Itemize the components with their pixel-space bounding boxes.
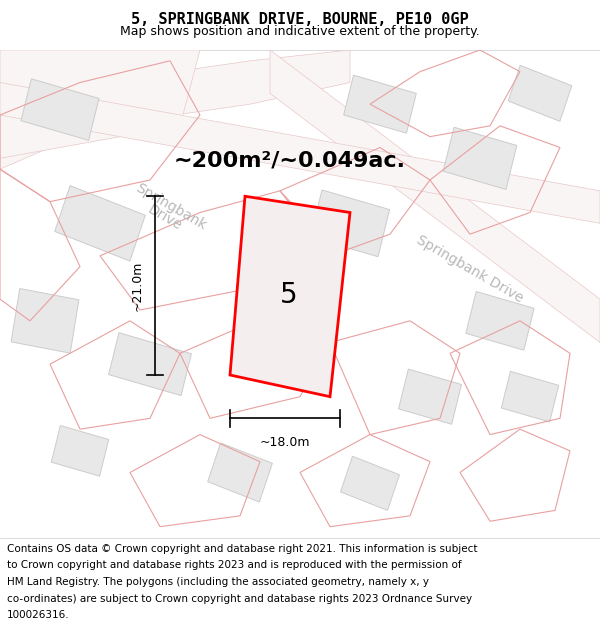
Text: Map shows position and indicative extent of the property.: Map shows position and indicative extent… (120, 24, 480, 38)
Polygon shape (443, 127, 517, 189)
Polygon shape (341, 456, 400, 511)
Text: ~18.0m: ~18.0m (260, 436, 310, 449)
Polygon shape (0, 82, 600, 223)
Text: co-ordinates) are subject to Crown copyright and database rights 2023 Ordnance S: co-ordinates) are subject to Crown copyr… (7, 594, 472, 604)
Text: ~200m²/~0.049ac.: ~200m²/~0.049ac. (174, 151, 406, 171)
Polygon shape (230, 196, 350, 397)
Polygon shape (398, 369, 461, 424)
Polygon shape (21, 79, 99, 141)
Text: Contains OS data © Crown copyright and database right 2021. This information is : Contains OS data © Crown copyright and d… (7, 544, 478, 554)
Text: 100026316.: 100026316. (7, 610, 70, 620)
Text: Springbank Drive: Springbank Drive (414, 232, 526, 305)
Polygon shape (466, 291, 534, 350)
Polygon shape (55, 186, 145, 261)
Text: 5: 5 (280, 281, 298, 309)
Polygon shape (508, 66, 572, 121)
Polygon shape (0, 50, 200, 158)
Polygon shape (310, 190, 389, 257)
Polygon shape (270, 50, 600, 342)
Text: HM Land Registry. The polygons (including the associated geometry, namely x, y: HM Land Registry. The polygons (includin… (7, 577, 429, 587)
Text: 5, SPRINGBANK DRIVE, BOURNE, PE10 0GP: 5, SPRINGBANK DRIVE, BOURNE, PE10 0GP (131, 12, 469, 28)
Polygon shape (0, 50, 350, 169)
Polygon shape (109, 332, 191, 396)
Polygon shape (208, 443, 272, 502)
Polygon shape (502, 371, 559, 422)
Text: ~21.0m: ~21.0m (131, 261, 143, 311)
Polygon shape (344, 75, 416, 133)
Polygon shape (52, 426, 109, 476)
Polygon shape (11, 289, 79, 353)
Text: to Crown copyright and database rights 2023 and is reproduced with the permissio: to Crown copyright and database rights 2… (7, 560, 462, 570)
Text: Springbank
Drive: Springbank Drive (127, 181, 209, 244)
